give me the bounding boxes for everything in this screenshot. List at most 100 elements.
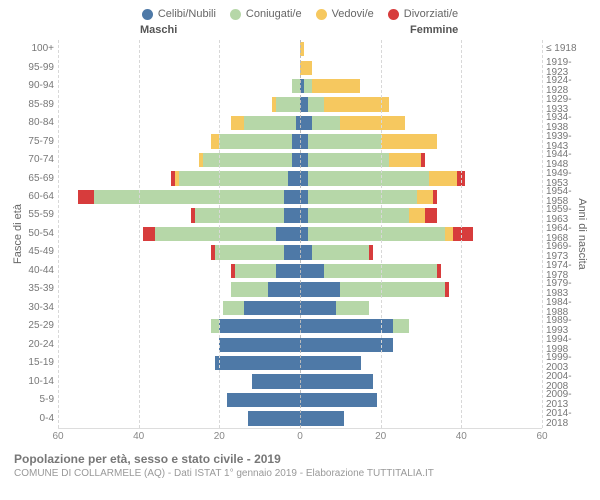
gridline <box>139 40 140 428</box>
bar-segment <box>215 356 300 370</box>
bar-segment <box>300 319 393 333</box>
bar-segment <box>308 227 445 241</box>
bar <box>300 282 449 296</box>
chart-container: Celibi/NubiliConiugati/eVedovi/eDivorzia… <box>0 0 600 500</box>
bar-segment <box>300 374 373 388</box>
male-half <box>58 206 300 224</box>
age-label: 95-99 <box>10 58 58 76</box>
female-half <box>300 243 542 261</box>
bar-segment <box>300 171 308 185</box>
bar <box>219 338 300 352</box>
male-half <box>58 151 300 169</box>
legend: Celibi/NubiliConiugati/eVedovi/eDivorzia… <box>10 8 590 20</box>
bar-segment <box>300 245 312 259</box>
age-label: 25-29 <box>10 317 58 335</box>
bar <box>231 116 300 130</box>
bar <box>191 208 300 222</box>
male-half <box>58 262 300 280</box>
bar <box>300 264 441 278</box>
gridline <box>58 40 59 428</box>
male-half <box>58 169 300 187</box>
female-half <box>300 40 542 58</box>
x-tick: 20 <box>214 431 225 442</box>
age-label: 5-9 <box>10 391 58 409</box>
legend-item: Vedovi/e <box>316 8 374 20</box>
female-half <box>300 280 542 298</box>
bar <box>300 116 405 130</box>
male-half <box>58 132 300 150</box>
bar-segment <box>211 319 219 333</box>
bar <box>300 301 369 315</box>
bar-segment <box>300 264 324 278</box>
birth-label: 1999-2003 <box>542 354 590 372</box>
female-half <box>300 58 542 76</box>
plot-area <box>58 40 542 428</box>
gender-headers: Maschi Femmine <box>10 24 590 40</box>
footer-subtitle: COMUNE DI COLLARMELE (AQ) - Dati ISTAT 1… <box>14 468 590 479</box>
bar-segment <box>219 134 292 148</box>
birth-label: 2004-2008 <box>542 372 590 390</box>
x-tick: 40 <box>456 431 467 442</box>
age-label: 65-69 <box>10 169 58 187</box>
female-half <box>300 188 542 206</box>
bar <box>143 227 300 241</box>
bar-segment <box>308 190 417 204</box>
bar <box>211 245 300 259</box>
birth-label: 1944-1948 <box>542 151 590 169</box>
bar-segment <box>308 97 324 111</box>
legend-swatch <box>230 9 241 20</box>
bar-segment <box>292 134 300 148</box>
birth-label: ≤ 1918 <box>542 40 590 58</box>
birth-label: 1924-1928 <box>542 77 590 95</box>
bar <box>231 264 300 278</box>
male-half <box>58 77 300 95</box>
bar-segment <box>300 208 308 222</box>
bar-segment <box>300 134 308 148</box>
bar-segment <box>308 171 429 185</box>
gridline <box>381 40 382 428</box>
bar-segment <box>308 134 381 148</box>
header-male: Maschi <box>140 24 177 36</box>
bar-segment <box>195 208 284 222</box>
bar-segment <box>425 208 437 222</box>
male-half <box>58 114 300 132</box>
male-half <box>58 40 300 58</box>
age-label: 85-89 <box>10 95 58 113</box>
birth-label: 1989-1993 <box>542 317 590 335</box>
bar-segment <box>312 116 340 130</box>
legend-item: Divorziati/e <box>388 8 458 20</box>
age-label: 40-44 <box>10 262 58 280</box>
legend-label: Celibi/Nubili <box>158 8 216 20</box>
bar-segment <box>312 245 368 259</box>
birth-label: 1939-1943 <box>542 132 590 150</box>
bar <box>300 79 361 93</box>
age-label: 35-39 <box>10 280 58 298</box>
bar-segment <box>155 227 276 241</box>
bar-segment <box>248 411 300 425</box>
footer-title: Popolazione per età, sesso e stato civil… <box>14 452 590 466</box>
bar-segment <box>393 319 409 333</box>
bar-segment <box>300 301 336 315</box>
bar-segment <box>300 97 308 111</box>
bar <box>211 134 300 148</box>
bar-segment <box>300 190 308 204</box>
female-half <box>300 95 542 113</box>
age-label: 70-74 <box>10 151 58 169</box>
bar-segment <box>231 116 243 130</box>
gridline <box>542 40 543 428</box>
bar-segment <box>78 190 94 204</box>
bar-segment <box>292 153 300 167</box>
bar <box>300 208 437 222</box>
bar-segment <box>300 393 377 407</box>
legend-label: Divorziati/e <box>404 8 458 20</box>
birth-label: 1984-1988 <box>542 299 590 317</box>
bar-segment <box>211 134 219 148</box>
male-half <box>58 225 300 243</box>
bar-segment <box>300 116 312 130</box>
bar-segment <box>381 134 437 148</box>
female-half <box>300 262 542 280</box>
bar-segment <box>143 227 155 241</box>
birth-label: 1934-1938 <box>542 114 590 132</box>
bar-segment <box>340 116 405 130</box>
age-label: 30-34 <box>10 299 58 317</box>
